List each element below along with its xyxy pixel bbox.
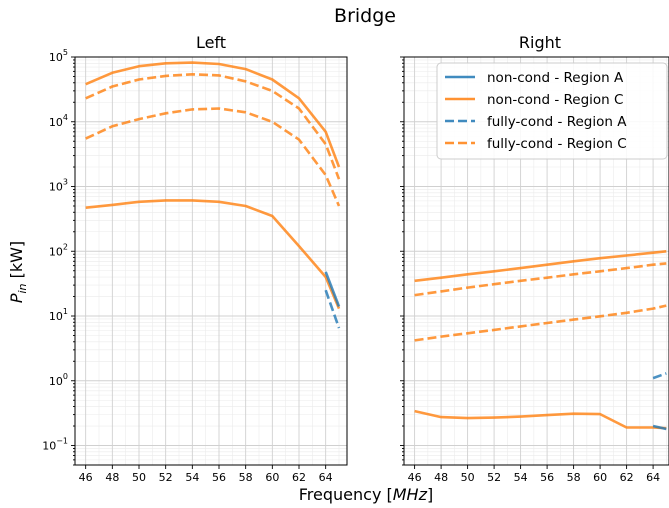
right-panel-title: Right	[519, 33, 561, 52]
y-tick-label: 10−1	[42, 437, 68, 453]
x-tick-label: 50	[461, 471, 475, 484]
x-tick-label: 64	[646, 471, 660, 484]
series-line-region-c-dashed-1	[414, 262, 667, 297]
series-line-region-a-solid-4	[324, 271, 341, 307]
x-tick-label: 62	[620, 471, 634, 484]
x-tick-label: 60	[593, 471, 607, 484]
chart-title: Bridge	[334, 5, 396, 27]
series-line-region-a-dashed-5	[652, 372, 667, 380]
y-tick-label: 101	[49, 307, 68, 323]
series-line-region-c-solid-0	[414, 250, 667, 283]
x-tick-label: 46	[79, 471, 93, 484]
x-tick-label: 52	[159, 471, 173, 484]
series-line-region-c-dashed-2	[85, 107, 341, 207]
y-tick-label: 103	[49, 178, 68, 194]
y-tick-label: 105	[49, 48, 68, 64]
y-tick-label: 102	[49, 242, 68, 258]
x-tick-label: 48	[105, 471, 119, 484]
x-tick-label: 46	[408, 471, 422, 484]
series-line-region-c-solid-3	[414, 409, 667, 430]
x-tick-label: 56	[540, 471, 554, 484]
x-tick-label: 52	[487, 471, 501, 484]
series-group	[85, 61, 341, 329]
left-panel: Left 46 48 50 52 54 56 58 60 62 64 105 104 103 102 101…	[42, 33, 348, 484]
x-tick-label: 56	[212, 471, 226, 484]
x-axis-label: Frequency [MHz]	[299, 485, 433, 504]
y-axis-label: Pin [kW]	[7, 241, 29, 303]
x-tick-label: 60	[265, 471, 279, 484]
y-tick-label: 104	[49, 113, 68, 129]
left-panel-title: Left	[196, 33, 226, 52]
x-tick-label: 58	[567, 471, 581, 484]
legend-label: non-cond - Region A	[487, 70, 624, 86]
legend: non-cond - Region A non-cond - Region C fu…	[436, 62, 668, 160]
x-tick-label: 48	[434, 471, 448, 484]
series-line-region-c-dashed-2	[414, 304, 667, 342]
legend-box	[436, 62, 668, 160]
series-line-region-c-solid-3	[85, 199, 341, 310]
x-tick-label: 54	[514, 471, 528, 484]
x-tick-label: 50	[132, 471, 146, 484]
series-line-region-a-solid-4	[652, 424, 667, 431]
legend-label: non-cond - Region C	[487, 92, 623, 108]
x-tick-label: 54	[185, 471, 199, 484]
grid	[75, 56, 347, 466]
y-tick-label: 100	[49, 372, 68, 388]
legend-label: fully-cond - Region C	[487, 136, 627, 152]
series-line-region-a-dashed-5	[324, 289, 341, 329]
x-tick-label: 58	[239, 471, 253, 484]
x-tick-label: 64	[319, 471, 333, 484]
series-group	[414, 250, 667, 431]
legend-label: fully-cond - Region A	[487, 114, 627, 130]
series-line-region-c-solid-0	[85, 61, 341, 168]
x-tick-label: 62	[292, 471, 306, 484]
series-line-region-c-dashed-1	[85, 73, 341, 180]
